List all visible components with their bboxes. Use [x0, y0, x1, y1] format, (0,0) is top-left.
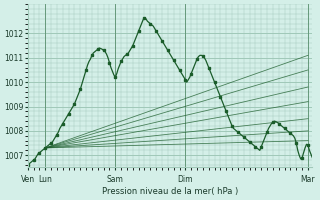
X-axis label: Pression niveau de la mer( hPa ): Pression niveau de la mer( hPa )	[102, 187, 238, 196]
